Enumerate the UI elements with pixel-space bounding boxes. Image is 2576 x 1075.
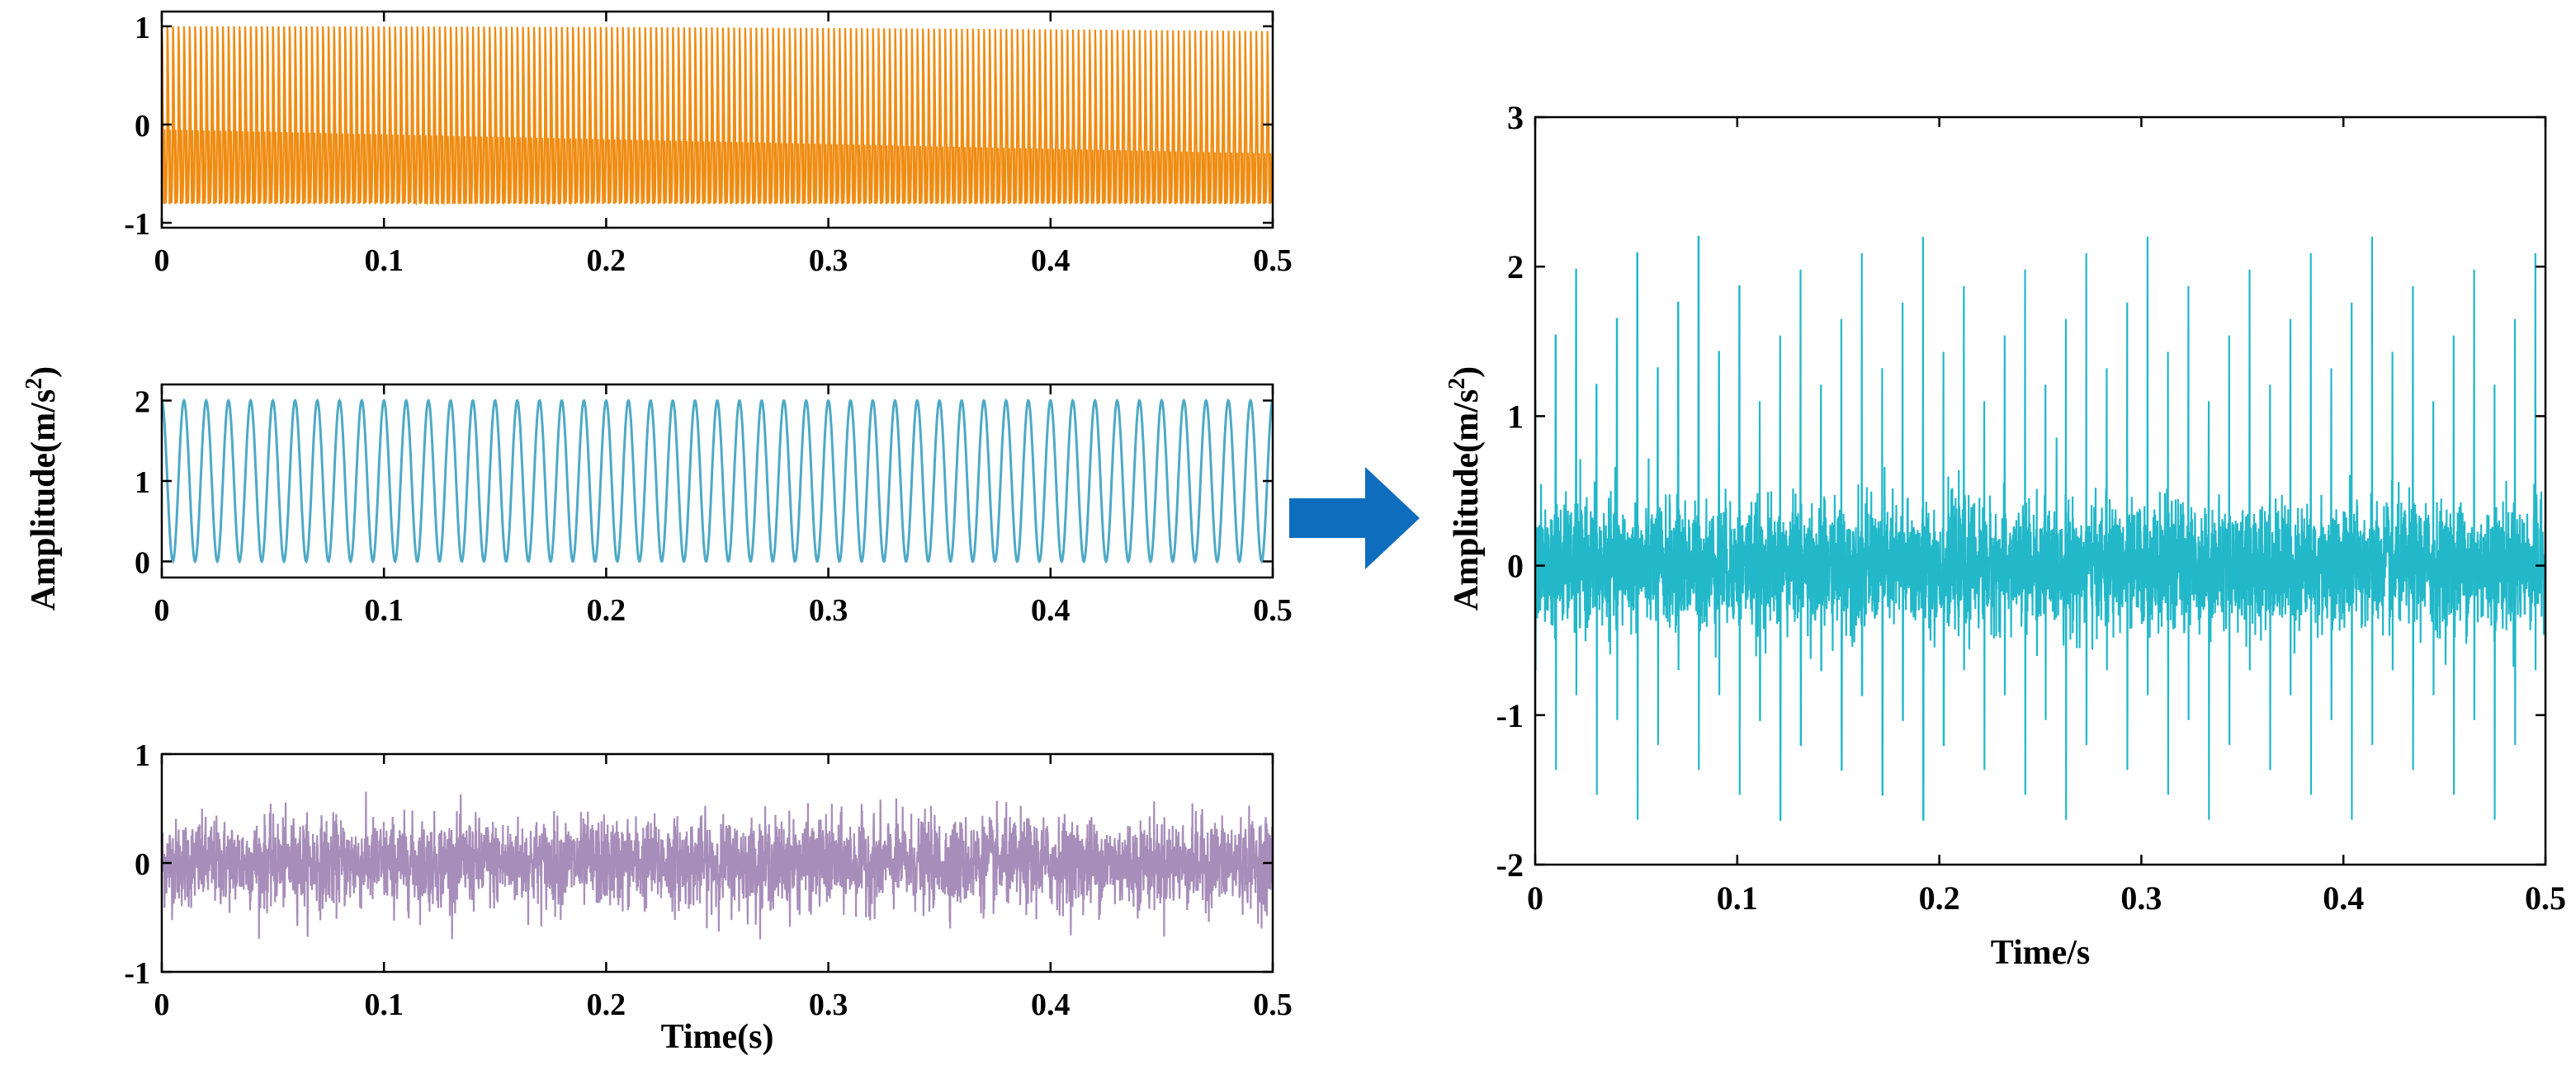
harmonic-y-tick-label: 2 — [135, 385, 150, 420]
right-y-axis-label-tail: ) — [1448, 366, 1486, 378]
harmonic-y-tick-label: 1 — [135, 465, 150, 500]
right-y-axis-label-main: Amplitude(m/s — [1448, 389, 1486, 611]
noise-y-tick-label: 0 — [135, 847, 150, 882]
right-y-axis-label-sup: 2 — [1444, 378, 1470, 389]
harmonic-signal-plot: 0 0.1 0.2 0.3 0.4 0.5 0 1 2 — [135, 383, 1293, 628]
impulse-axes-frame — [160, 10, 1274, 229]
composite-x-tick-label: 0.5 — [2525, 879, 2566, 917]
impulse-signal-plot: 0 0.1 0.2 0.3 0.4 0.5-101 — [124, 10, 1293, 278]
harmonic-series-line — [160, 398, 1274, 564]
harmonic-x-tick-label: 0 — [154, 593, 170, 628]
right-arrow-icon — [1289, 467, 1420, 569]
left-y-axis-label-sup: 2 — [21, 378, 47, 389]
composite-x-tick-label: 0.2 — [1919, 879, 1960, 917]
harmonic-x-tick-label: 0.5 — [1253, 593, 1293, 628]
noise-x-tick-label: 0.2 — [587, 988, 626, 1022]
noise-x-tick-label: 0.3 — [809, 988, 848, 1022]
harmonic-y-tick-label: 0 — [135, 546, 150, 581]
harmonic-x-tick-label: 0.4 — [1031, 593, 1071, 628]
impulse-y-tick-label: 0 — [135, 109, 150, 144]
noise-x-axis-label: Time(s) — [661, 1018, 774, 1056]
impulse-x-tick-label: 0.2 — [587, 243, 626, 278]
composite-y-tick-label: 2 — [1507, 248, 1524, 285]
left-y-axis-label-main: Amplitude(m/s — [25, 389, 63, 611]
impulse-x-tick-label: 0.3 — [809, 243, 848, 278]
noise-x-tick-label: 0.4 — [1031, 988, 1071, 1022]
harmonic-x-tick-label: 0.2 — [587, 593, 626, 628]
harmonic-x-tick-label: 0.3 — [809, 593, 848, 628]
noise-y-tick-label: 1 — [135, 738, 150, 773]
impulse-x-tick-label: 0.1 — [364, 243, 404, 278]
composite-series-line — [1534, 235, 2547, 821]
composite-x-tick-label: 0.1 — [1717, 879, 1758, 917]
composite-x-tick-label: 0.3 — [2120, 879, 2162, 917]
composite-signal-plot: 0 0.1 0.2 0.3 0.4 0.5 -2 -1 0 1 2 3 Time/s — [1496, 99, 2566, 972]
impulse-y-tick-label: -1 — [124, 207, 150, 242]
composite-y-tick-label: 1 — [1507, 398, 1524, 435]
impulse-x-tick-label: 0.5 — [1253, 243, 1293, 278]
impulse-y-tick-label: 1 — [135, 11, 150, 45]
composite-y-tick-label: 0 — [1507, 548, 1524, 585]
composite-x-tick-label: 0.4 — [2323, 879, 2364, 917]
composite-y-tick-label: 3 — [1507, 99, 1524, 136]
noise-series-line — [160, 791, 1274, 940]
right-y-axis-label: Amplitude(m/s2) — [1444, 366, 1486, 611]
impulse-x-tick-label: 0 — [154, 243, 170, 278]
composite-axes-frame — [1534, 116, 2547, 866]
noise-y-tick-label: -1 — [124, 956, 150, 991]
harmonic-axes-frame — [160, 383, 1274, 579]
harmonic-x-tick-label: 0.1 — [364, 593, 404, 628]
impulse-x-tick-label: 0.4 — [1031, 243, 1071, 278]
noise-x-tick-label: 0.1 — [364, 988, 404, 1022]
composite-y-tick-label: -2 — [1496, 846, 1524, 884]
left-y-axis-label-tail: ) — [25, 366, 63, 378]
left-y-axis-label: Amplitude(m/s2) — [21, 366, 63, 611]
noise-x-tick-label: 0 — [154, 988, 170, 1022]
composite-y-tick-label: -1 — [1496, 697, 1524, 734]
impulse-series-line — [160, 26, 1274, 206]
composite-x-tick-label: 0 — [1527, 879, 1543, 917]
noise-x-tick-label: 0.5 — [1253, 988, 1293, 1022]
composite-x-axis-label: Time/s — [1991, 934, 2091, 972]
